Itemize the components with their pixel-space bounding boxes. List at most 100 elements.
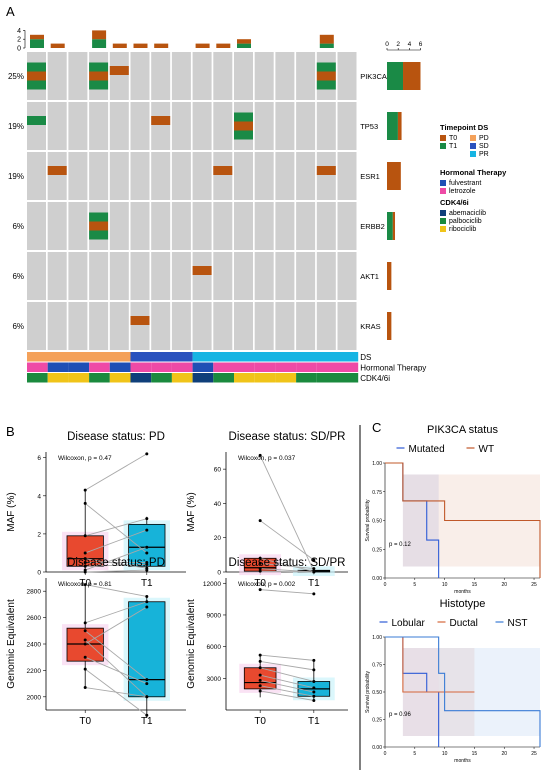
hormonal-track-segment xyxy=(47,362,69,372)
cdk-track-segment xyxy=(171,373,193,383)
cdk-track-segment xyxy=(316,373,338,383)
pair-point xyxy=(258,684,262,688)
km-ylabel: Survival probability xyxy=(365,499,371,541)
km-x-tick-label: 20 xyxy=(501,582,507,588)
km-curve xyxy=(385,462,541,578)
mutation-mark xyxy=(89,71,109,81)
cdk-track-segment xyxy=(27,373,48,383)
km-x-tick-label: 5 xyxy=(413,582,416,588)
pair-point xyxy=(83,642,87,646)
pair-point xyxy=(258,453,262,457)
grid-cell xyxy=(89,302,109,350)
grid-cell xyxy=(151,302,171,350)
pair-line xyxy=(85,569,147,573)
mutation-mark xyxy=(316,62,336,72)
km-legend-label: NST xyxy=(508,618,528,629)
grid-cell xyxy=(296,102,316,150)
y-tick-label: 2200 xyxy=(27,668,42,675)
grid-cell xyxy=(109,252,129,300)
grid-cell xyxy=(47,302,67,350)
pair-line xyxy=(85,656,147,685)
hormonal-track-segment xyxy=(337,362,359,372)
pair-point xyxy=(312,558,316,562)
pair-point xyxy=(83,638,87,642)
cdk-track-segment xyxy=(254,373,276,383)
wilcoxon-annotation: Wilcoxon, p = 0.47 xyxy=(58,455,112,462)
km-y-tick-label: 0.50 xyxy=(372,519,382,525)
hormonal-track-segment xyxy=(296,362,317,372)
pair-point xyxy=(83,655,87,659)
gene-label: KRAS xyxy=(360,322,380,331)
pair-point xyxy=(83,583,87,587)
hormonal-track-segment xyxy=(151,362,172,372)
legend-swatch xyxy=(440,143,446,149)
pair-line xyxy=(260,685,314,697)
km-x-tick-label: 0 xyxy=(384,751,387,757)
boxplot-title: Disease status: PD xyxy=(67,431,165,443)
mutation-mark xyxy=(47,166,67,175)
pair-point xyxy=(145,528,149,532)
hormonal-track-segment xyxy=(68,362,90,372)
legend-title-cdk: CDK4/6i xyxy=(440,198,469,207)
grid-cell xyxy=(316,152,336,200)
grid-cell xyxy=(337,252,357,300)
km-y-tick-label: 1.00 xyxy=(372,635,382,641)
legend-swatch xyxy=(440,135,446,141)
km-title: Histotype xyxy=(440,598,486,610)
km-pvalue: p = 0.96 xyxy=(389,712,412,718)
x-tick-label: T0 xyxy=(254,578,266,589)
grid-cell xyxy=(47,202,67,250)
cdk-track-segment xyxy=(68,373,90,383)
grid-cell xyxy=(151,252,171,300)
grid-cell xyxy=(213,52,233,100)
pair-point xyxy=(83,557,87,561)
grid-cell xyxy=(68,102,88,150)
grid-cell xyxy=(109,202,129,250)
mutation-mark xyxy=(89,230,109,240)
km-y-tick-label: 1.00 xyxy=(372,461,382,467)
track-label: Hormonal Therapy xyxy=(360,364,426,373)
pair-point xyxy=(145,678,149,682)
boxplot-ylabel: MAF (%) xyxy=(186,492,197,531)
grid-cell xyxy=(234,152,253,200)
oncoprint-grid xyxy=(27,52,357,350)
grid-cell xyxy=(68,52,88,100)
grid-cell xyxy=(213,152,233,200)
x-tick-label: T0 xyxy=(254,716,266,727)
top-bar-t1 xyxy=(92,39,107,48)
mutation-mark xyxy=(316,80,336,90)
grid-cell xyxy=(234,302,253,350)
pair-line xyxy=(84,630,148,680)
right-axis-label: 6 xyxy=(419,41,423,48)
pair-point xyxy=(312,570,316,574)
pair-line xyxy=(85,601,147,624)
panel-label-b: B xyxy=(6,424,15,439)
grid-cell xyxy=(130,102,150,150)
x-tick-label: T1 xyxy=(308,578,320,589)
pair-line xyxy=(260,562,314,570)
pair-point xyxy=(83,686,87,690)
pair-point xyxy=(258,659,262,663)
pair-point xyxy=(145,551,149,555)
mutation-mark xyxy=(27,62,46,72)
right-bar-t0 xyxy=(403,62,421,90)
grid-cell xyxy=(47,52,67,100)
mutation-mark xyxy=(27,71,46,81)
pair-point xyxy=(258,567,262,571)
right-bar-t0 xyxy=(387,312,392,340)
right-bar-t0 xyxy=(392,212,396,240)
grid-cell xyxy=(151,102,171,150)
y-tick-label: 3000 xyxy=(207,676,222,683)
pair-point xyxy=(83,488,87,492)
km-ylabel: Survival probability xyxy=(365,671,371,713)
legend-label: T1 xyxy=(449,143,457,150)
x-tick-label: T1 xyxy=(141,578,153,589)
grid-cell xyxy=(171,102,191,150)
legend-swatch xyxy=(470,143,476,149)
gene-label: TP53 xyxy=(360,122,378,131)
boxplot-ge-pd: Disease status: PD Genomic Equivalent 2000… xyxy=(6,557,186,727)
pair-line xyxy=(260,654,314,661)
track-label: CDK4/6i xyxy=(360,374,390,383)
grid-cell xyxy=(275,202,295,250)
